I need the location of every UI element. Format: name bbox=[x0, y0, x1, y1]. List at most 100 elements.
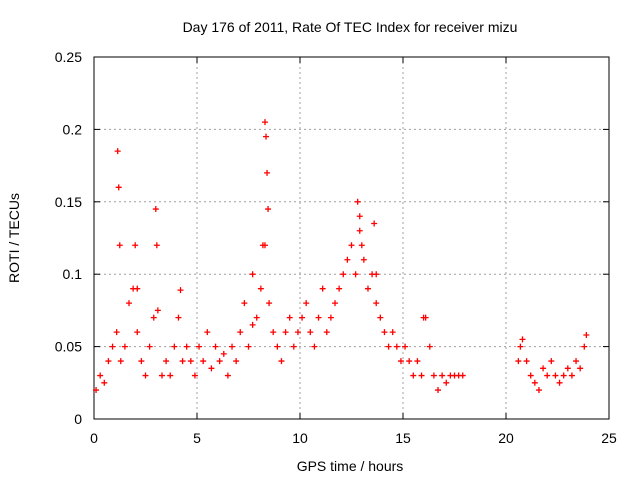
data-point bbox=[371, 220, 378, 227]
data-point bbox=[544, 372, 551, 379]
data-point bbox=[381, 329, 388, 336]
data-point bbox=[315, 314, 322, 321]
data-point bbox=[282, 329, 289, 336]
data-point bbox=[249, 271, 256, 278]
data-point bbox=[97, 372, 104, 379]
x-tick-label: 20 bbox=[498, 430, 514, 446]
data-point bbox=[420, 314, 427, 321]
grid bbox=[94, 57, 609, 419]
data-point bbox=[435, 387, 442, 394]
data-point bbox=[552, 372, 559, 379]
data-point bbox=[517, 343, 524, 350]
data-point bbox=[179, 358, 186, 365]
data-point bbox=[581, 343, 588, 350]
data-point bbox=[263, 133, 270, 140]
data-point bbox=[93, 387, 100, 394]
y-tick-label: 0.15 bbox=[55, 194, 82, 210]
data-point bbox=[109, 343, 116, 350]
data-point bbox=[523, 358, 530, 365]
data-point bbox=[134, 285, 141, 292]
x-tick-label: 15 bbox=[395, 430, 411, 446]
y-axis-label: ROTI / TECUs bbox=[6, 193, 22, 283]
data-point bbox=[531, 379, 538, 386]
data-point bbox=[294, 329, 301, 336]
data-point bbox=[183, 343, 190, 350]
data-point bbox=[340, 271, 347, 278]
data-point bbox=[311, 343, 318, 350]
data-point bbox=[163, 358, 170, 365]
data-point bbox=[286, 314, 293, 321]
data-point bbox=[241, 300, 248, 307]
x-tick-label: 25 bbox=[601, 430, 617, 446]
data-point bbox=[152, 206, 159, 213]
data-point bbox=[410, 372, 417, 379]
data-point bbox=[323, 329, 330, 336]
data-point bbox=[115, 184, 122, 191]
data-point bbox=[319, 285, 326, 292]
data-point bbox=[208, 365, 215, 372]
data-point bbox=[220, 350, 227, 357]
data-point bbox=[459, 372, 466, 379]
data-point bbox=[101, 379, 108, 386]
data-point bbox=[290, 343, 297, 350]
data-point bbox=[307, 329, 314, 336]
data-point bbox=[354, 198, 361, 205]
data-point bbox=[121, 343, 128, 350]
data-point bbox=[158, 372, 165, 379]
data-point bbox=[171, 343, 178, 350]
data-point bbox=[406, 358, 413, 365]
data-point bbox=[134, 329, 141, 336]
data-point bbox=[573, 358, 580, 365]
data-point bbox=[191, 372, 198, 379]
y-tick-label: 0.2 bbox=[63, 121, 83, 137]
data-point bbox=[200, 358, 207, 365]
data-point bbox=[540, 365, 547, 372]
data-point bbox=[270, 329, 277, 336]
data-point bbox=[364, 285, 371, 292]
data-point bbox=[515, 358, 522, 365]
data-point bbox=[389, 329, 396, 336]
data-point bbox=[245, 343, 252, 350]
data-point bbox=[266, 300, 273, 307]
data-point bbox=[443, 379, 450, 386]
data-point bbox=[142, 372, 149, 379]
data-point bbox=[105, 358, 112, 365]
x-axis-label: GPS time / hours bbox=[297, 458, 404, 474]
data-point bbox=[548, 358, 555, 365]
y-tick-label: 0.1 bbox=[63, 266, 83, 282]
data-point bbox=[116, 242, 123, 249]
data-point bbox=[253, 314, 260, 321]
data-point bbox=[196, 343, 203, 350]
data-point bbox=[274, 343, 281, 350]
data-point bbox=[204, 329, 211, 336]
data-point bbox=[519, 336, 526, 343]
data-point bbox=[327, 314, 334, 321]
data-point bbox=[360, 256, 367, 263]
data-point bbox=[348, 242, 355, 249]
data-point bbox=[377, 314, 384, 321]
data-point bbox=[402, 343, 409, 350]
plot-frame bbox=[93, 56, 610, 420]
data-point bbox=[373, 300, 380, 307]
data-point bbox=[132, 242, 139, 249]
data-point bbox=[212, 343, 219, 350]
data-point bbox=[229, 343, 236, 350]
data-point bbox=[138, 358, 145, 365]
data-point bbox=[146, 343, 153, 350]
data-point bbox=[249, 321, 256, 328]
data-point bbox=[278, 358, 285, 365]
data-point bbox=[373, 271, 380, 278]
data-point bbox=[261, 119, 268, 126]
data-point bbox=[187, 358, 194, 365]
y-tick-label: 0 bbox=[74, 411, 82, 427]
y-tick-label: 0.05 bbox=[55, 339, 82, 355]
data-point bbox=[393, 343, 400, 350]
data-point bbox=[556, 379, 563, 386]
data-point bbox=[344, 256, 351, 263]
data-point bbox=[167, 372, 174, 379]
data-point bbox=[577, 365, 584, 372]
data-point bbox=[414, 358, 421, 365]
data-point bbox=[117, 358, 124, 365]
data-point bbox=[233, 358, 240, 365]
